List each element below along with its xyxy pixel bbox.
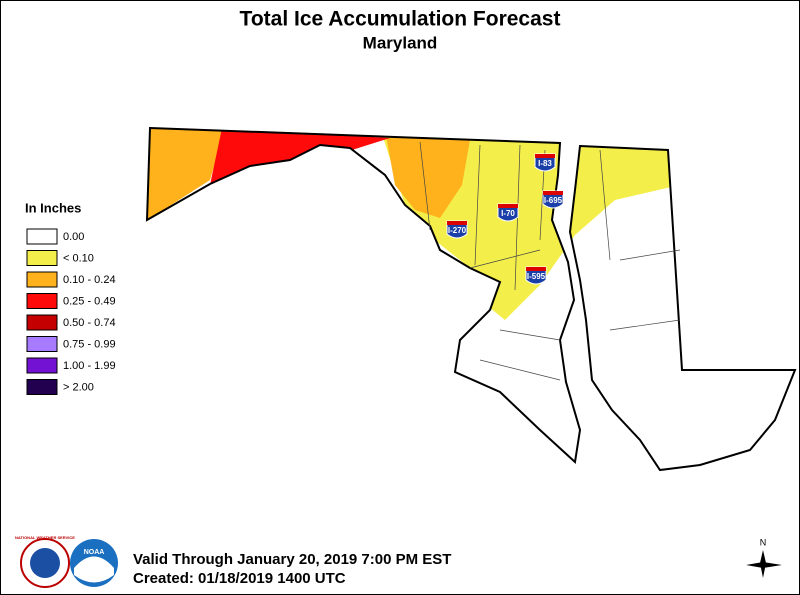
nws-logo: NATIONAL WEATHER SERVICE: [15, 535, 75, 588]
legend-label: 0.50 - 0.74: [63, 317, 116, 329]
shield: [534, 153, 556, 172]
legend-swatch: [26, 271, 58, 288]
legend-label: 0.10 - 0.24: [63, 274, 116, 286]
legend-swatch: [26, 379, 58, 395]
legend-label: 0.75 - 0.99: [63, 338, 116, 350]
legend-swatch: [26, 228, 58, 245]
legend-label: > 2.00: [63, 381, 94, 393]
noaa-logo: NOAA: [70, 539, 118, 587]
interstate-label: I-83: [538, 159, 552, 168]
compass-ew: [746, 562, 782, 568]
subtitle: Maryland: [363, 33, 438, 52]
nws-text: NATIONAL WEATHER SERVICE: [15, 535, 75, 540]
interstate-label: I-270: [448, 226, 467, 235]
valid-through: Valid Through January 20, 2019 7:00 PM E…: [133, 551, 451, 568]
legend-swatch: [26, 336, 58, 352]
noaa-text: NOAA: [84, 549, 105, 556]
shield: [446, 220, 468, 239]
shield-top: [543, 191, 563, 195]
interstates: I-83 I-695 I-70 I-270 I-595: [446, 153, 564, 285]
shield-top: [447, 221, 467, 225]
noaa-gull: [74, 556, 114, 583]
region-moderate: [385, 130, 470, 218]
shield: [497, 203, 519, 222]
created: Created: 01/18/2019 1400 UTC: [133, 570, 346, 587]
legend-label: 0.00: [63, 231, 84, 243]
shield-top: [526, 267, 546, 271]
legend-label: 0.25 - 0.49: [63, 295, 116, 307]
shield: [525, 266, 547, 285]
legend-title: In Inches: [25, 200, 81, 215]
interstate-label: I-695: [544, 196, 563, 205]
nws-disc: [30, 548, 60, 578]
compass: N: [746, 537, 782, 578]
region-moderate: [147, 128, 225, 225]
shield: [542, 190, 564, 209]
interstate-label: I-595: [527, 272, 546, 281]
compass-n: N: [760, 537, 767, 547]
legend-label: < 0.10: [63, 252, 94, 264]
legend-label: 1.00 - 1.99: [63, 360, 116, 372]
shield-top: [535, 154, 555, 158]
interstate-label: I-70: [501, 209, 515, 218]
legend-swatch: [26, 314, 58, 331]
legend: 0.00 < 0.10 0.10 - 0.24 0.25 - 0.49 0.50 - 0…: [26, 228, 116, 395]
legend-swatch: [26, 357, 58, 374]
legend-swatch: [26, 250, 58, 266]
shield-top: [498, 204, 518, 208]
legend-swatch: [26, 293, 58, 309]
title: Total Ice Accumulation Forecast: [240, 8, 561, 31]
